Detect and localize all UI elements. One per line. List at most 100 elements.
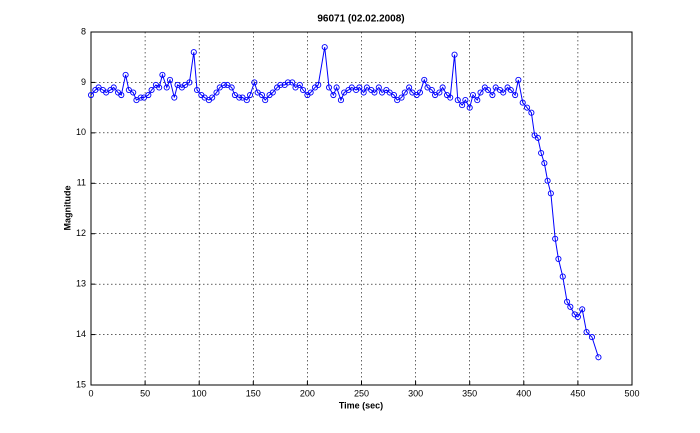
data-point: [394, 97, 401, 104]
data-point: [251, 79, 258, 86]
x-tick-label: 400: [516, 388, 531, 398]
data-point: [363, 84, 370, 91]
data-point: [193, 86, 201, 94]
data-point: [190, 49, 197, 56]
data-point: [401, 89, 408, 96]
data-point: [262, 97, 269, 104]
data-line: [90, 47, 599, 358]
data-point: [474, 97, 481, 104]
data-point: [348, 84, 355, 91]
data-point: [236, 94, 243, 101]
data-point: [258, 91, 266, 99]
data-point: [500, 89, 507, 96]
y-tick-label: 14: [76, 329, 86, 339]
data-point: [512, 91, 519, 99]
data-point: [292, 84, 299, 91]
data-point: [519, 99, 526, 106]
data-point: [224, 81, 231, 88]
data-point: [462, 97, 469, 104]
data-point: [228, 84, 235, 91]
data-point: [507, 86, 514, 94]
data-point: [386, 89, 393, 96]
data-point: [103, 89, 110, 96]
data-point: [469, 91, 476, 99]
y-tick-label: 15: [76, 379, 86, 389]
data-point: [555, 255, 562, 262]
data-point: [118, 91, 125, 99]
data-point: [409, 89, 416, 96]
data-point: [239, 94, 246, 101]
x-tick-label: 100: [192, 388, 207, 398]
x-tick-label: 150: [246, 388, 261, 398]
data-point: [360, 89, 367, 96]
data-point: [125, 86, 132, 94]
data-point: [466, 104, 473, 111]
data-point: [485, 86, 492, 94]
data-point: [398, 94, 405, 101]
data-point: [254, 89, 261, 96]
data-point: [541, 160, 548, 167]
data-point: [140, 94, 148, 101]
data-point: [269, 89, 276, 96]
data-point: [454, 97, 461, 104]
data-point: [371, 89, 378, 96]
data-point: [390, 91, 398, 99]
x-tick-label: 350: [462, 388, 477, 398]
data-point: [110, 84, 117, 91]
plot-frame: [90, 31, 633, 386]
data-point: [406, 84, 413, 91]
data-point: [289, 79, 296, 86]
data-point: [145, 91, 152, 99]
y-tick-label: 13: [76, 279, 86, 289]
data-point: [315, 81, 322, 88]
data-point: [166, 76, 174, 83]
data-point: [133, 97, 140, 104]
data-point: [544, 177, 551, 184]
data-point: [333, 84, 340, 91]
data-point: [515, 76, 522, 83]
data-point: [523, 104, 531, 111]
data-point: [489, 91, 496, 99]
data-point: [492, 84, 499, 91]
x-axis-label: Time (sec): [339, 400, 383, 410]
data-point: [330, 91, 337, 99]
data-point: [95, 84, 102, 91]
data-point: [528, 109, 535, 116]
data-point: [428, 86, 435, 94]
data-point: [588, 334, 596, 341]
data-point: [216, 84, 223, 91]
data-point: [201, 94, 208, 101]
data-point: [130, 89, 137, 96]
data-point: [171, 94, 178, 101]
data-point: [284, 79, 291, 86]
data-point: [451, 51, 458, 58]
data-point: [325, 84, 333, 91]
data-point: [122, 71, 129, 78]
data-point: [447, 94, 454, 101]
data-point: [247, 91, 254, 99]
data-point: [186, 79, 193, 86]
y-tick-label: 10: [76, 127, 86, 137]
x-tick-label: 200: [300, 388, 315, 398]
data-point: [243, 97, 250, 104]
x-tick-label: 50: [140, 388, 150, 398]
data-point: [439, 84, 446, 91]
data-point: [307, 89, 314, 96]
data-point: [595, 354, 602, 361]
y-tick-label: 8: [81, 26, 86, 36]
x-tick-label: 450: [570, 388, 585, 398]
data-point: [182, 81, 189, 88]
data-point: [416, 89, 423, 96]
data-point: [534, 134, 541, 141]
data-point: [559, 273, 566, 280]
chart-title: 96071 (02.02.2008): [317, 14, 404, 25]
x-tick-label: 0: [88, 388, 93, 398]
data-point: [159, 71, 166, 78]
x-tick-label: 300: [408, 388, 423, 398]
data-point: [321, 44, 328, 51]
data-point: [300, 86, 307, 94]
data-point: [163, 84, 170, 91]
x-tick-label: 250: [354, 388, 369, 398]
data-point: [375, 84, 382, 91]
